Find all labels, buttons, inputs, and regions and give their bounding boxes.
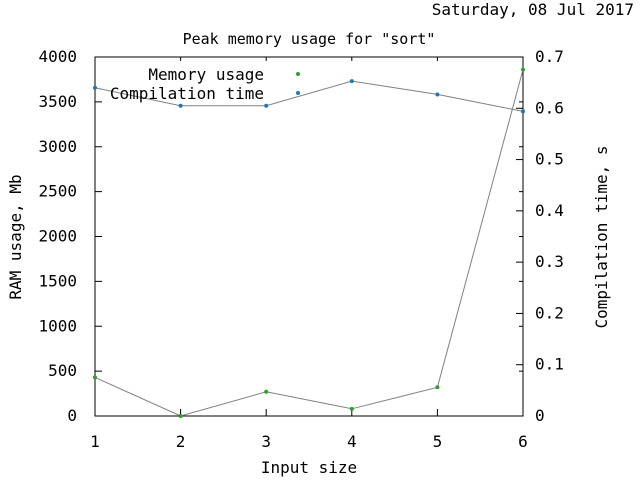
y2-tick-label: 0 [535,406,545,425]
data-point [264,103,269,108]
data-point [435,92,440,97]
plot-area-frame [94,56,524,417]
data-point [264,389,269,394]
y2-tick-label: 0.2 [535,303,564,322]
y2-tick-label: 0.7 [535,47,564,66]
date-stamp: Saturday, 08 Jul 2017 [432,0,634,19]
data-point [521,109,525,114]
data-point [435,385,440,390]
x-tick-label: 1 [90,432,100,451]
y-tick-label: 1000 [38,316,77,335]
y-tick-label: 3000 [38,137,77,156]
data-point [93,375,97,380]
x-tick-label: 3 [261,432,271,451]
data-point [521,67,525,72]
data-point [93,85,97,90]
data-point [349,79,354,84]
y-tick-label: 2000 [38,227,77,246]
legend-marker [296,91,300,95]
data-point [178,414,183,418]
y2-tick-label: 0.3 [535,252,564,271]
y2-tick-label: 0.5 [535,150,564,169]
legend-label: Memory usage [148,65,264,84]
x-tick-label: 2 [176,432,186,451]
y-tick-label: 3500 [38,92,77,111]
series-line [94,80,524,112]
axis-ticks: 0 500 1000 1500 2000 2500 3000 3500 4000 0 0.1 0.2 0… [38,47,563,451]
legend-marker [296,72,300,76]
chart-title: Peak memory usage for "sort" [183,30,436,48]
data-point [178,103,183,108]
y-axis-label: RAM usage, Mb [6,174,25,299]
series-line [94,69,524,417]
y-tick-label: 2500 [38,182,77,201]
data-point [349,406,354,411]
y2-tick-label: 0.1 [535,355,564,374]
y2-axis-label: Compilation time, s [592,145,611,328]
y-tick-label: 4000 [38,47,77,66]
y-tick-label: 500 [48,361,77,380]
legend-label: Compilation time [110,84,264,103]
x-tick-label: 6 [518,432,528,451]
y2-tick-label: 0.6 [535,98,564,117]
x-axis-label: Input size [261,458,357,477]
x-tick-label: 4 [347,432,357,451]
x-tick-label: 5 [433,432,443,451]
y-tick-label: 0 [67,406,77,425]
y-tick-label: 1500 [38,271,77,290]
y2-tick-label: 0.4 [535,201,564,220]
series-layer [93,67,525,418]
